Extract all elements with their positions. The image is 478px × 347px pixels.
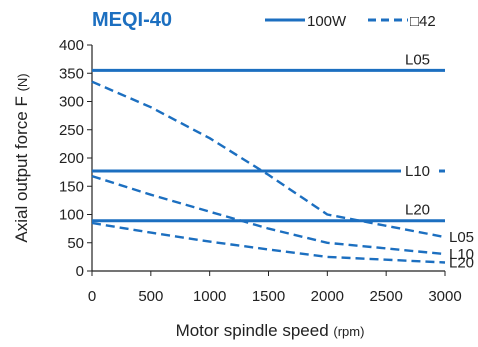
line-label-solid-l10: L10 bbox=[405, 163, 430, 180]
y-tick-label: 0 bbox=[76, 263, 84, 280]
line-label-dashed-l10: L10 bbox=[449, 246, 474, 263]
y-tick-label: 300 bbox=[59, 94, 84, 111]
x-axis-title: Motor spindle speed (rpm) bbox=[176, 321, 365, 340]
y-tick-label: 50 bbox=[67, 235, 84, 252]
x-tick-label: 500 bbox=[138, 288, 163, 305]
line-label-backdrop bbox=[401, 161, 439, 180]
x-tick-label: 2500 bbox=[369, 288, 402, 305]
chart-title: MEQI-40 bbox=[92, 9, 172, 31]
legend-dashed-label: □42 bbox=[410, 13, 436, 30]
y-tick-label: 400 bbox=[59, 37, 84, 54]
y-tick-label: 200 bbox=[59, 150, 84, 167]
series-line-dashed-l20 bbox=[91, 221, 446, 264]
y-tick-label: 250 bbox=[59, 122, 84, 139]
x-tick-label: 2000 bbox=[311, 288, 344, 305]
series-line-dashed-l10 bbox=[91, 174, 446, 256]
y-tick-label: 100 bbox=[59, 207, 84, 224]
line-label-solid-l05: L05 bbox=[405, 51, 430, 68]
legend-solid-label: 100W bbox=[307, 13, 347, 30]
y-tick-label: 350 bbox=[59, 65, 84, 82]
line-label-dashed-l20: L20 bbox=[449, 255, 474, 272]
y-tick-label: 150 bbox=[59, 178, 84, 195]
x-tick-label: 1000 bbox=[193, 288, 226, 305]
x-tick-label: 0 bbox=[88, 288, 96, 305]
line-label-solid-l20: L20 bbox=[405, 202, 430, 219]
legend: 100W □42 bbox=[265, 13, 436, 30]
x-tick-label: 3000 bbox=[428, 288, 461, 305]
x-tick-label: 1500 bbox=[252, 288, 285, 305]
plot-area: 0 50 100 150 200 250 300 350 400 0 500 1000 1500 2000… bbox=[59, 37, 474, 305]
series-line-dashed-l05 bbox=[91, 80, 446, 239]
line-label-dashed-l05: L05 bbox=[449, 229, 474, 246]
y-axis-title: Axial output force F (N) bbox=[12, 73, 31, 242]
